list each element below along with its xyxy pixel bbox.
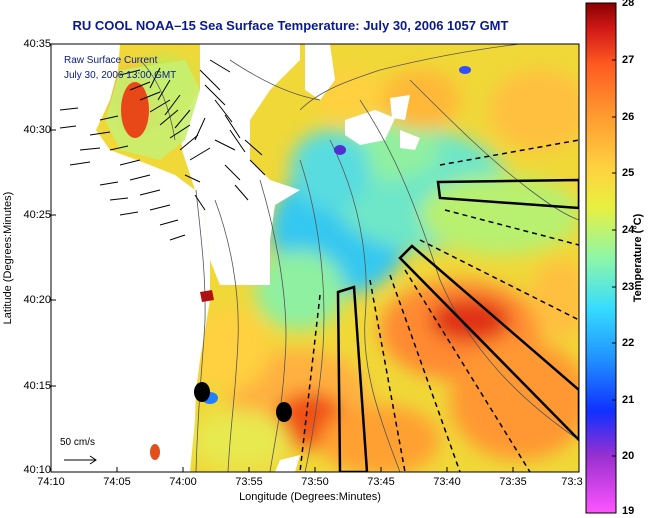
sst-field bbox=[118, 60, 579, 472]
y-tick-label: 40:35 bbox=[23, 38, 51, 50]
x-tick-label: 73:50 bbox=[301, 476, 329, 488]
y-tick-label: 40:25 bbox=[23, 209, 51, 221]
colorbar-tick-label: 20 bbox=[622, 450, 635, 462]
colorbar-tick-label: 28 bbox=[622, 0, 635, 9]
x-tick-label: 73:3 bbox=[561, 476, 583, 488]
colorbar-tick-label: 26 bbox=[622, 111, 635, 123]
y-axis-label: Latitude (Degrees:Minutes) bbox=[2, 191, 14, 325]
transect-boxes bbox=[336, 178, 579, 472]
y-tick-label: 40:10 bbox=[23, 464, 51, 476]
current-vectors bbox=[59, 59, 266, 241]
x-tick-label: 74:10 bbox=[37, 476, 65, 488]
station-marker bbox=[276, 402, 292, 422]
colorbar-tick-label: 27 bbox=[622, 54, 635, 66]
legend-line-2: July 30, 2006 13:00 GMT bbox=[64, 70, 177, 81]
legend-line-1: Raw Surface Current bbox=[64, 55, 158, 66]
colorbar-ticks bbox=[612, 59, 616, 457]
colorbar-label: Temperature (°C) bbox=[632, 213, 644, 303]
x-tick-label: 73:35 bbox=[499, 476, 527, 488]
map-title: RU COOL NOAA–15 Sea Surface Temperature:… bbox=[72, 18, 509, 33]
colorbar-tick-label: 24 bbox=[622, 224, 635, 236]
y-tick-label: 40:15 bbox=[23, 380, 51, 392]
colorbar-tick-label: 21 bbox=[622, 394, 635, 406]
colorbar bbox=[586, 3, 616, 513]
axis-ticks bbox=[50, 43, 514, 473]
colorbar-tick-label: 22 bbox=[622, 337, 635, 349]
bathymetry-contours bbox=[139, 44, 579, 472]
colorbar-tick-label: 19 bbox=[622, 505, 635, 517]
y-tick-label: 40:20 bbox=[23, 294, 51, 306]
x-tick-label: 74:05 bbox=[103, 476, 131, 488]
x-axis-label: Longitude (Degrees:Minutes) bbox=[239, 491, 381, 503]
x-tick-label: 73:45 bbox=[367, 476, 395, 488]
colorbar-tick-label: 23 bbox=[622, 281, 635, 293]
station-marker bbox=[194, 382, 210, 402]
x-tick-label: 73:40 bbox=[433, 476, 461, 488]
y-tick-label: 40:30 bbox=[23, 124, 51, 136]
land-mask bbox=[51, 44, 420, 472]
colorbar-tick-label: 25 bbox=[622, 167, 635, 179]
scale-label: 50 cm/s bbox=[60, 437, 96, 448]
transect-rays bbox=[299, 139, 579, 472]
x-tick-label: 73:55 bbox=[235, 476, 263, 488]
x-tick-label: 74:00 bbox=[169, 476, 197, 488]
scale-arrow bbox=[64, 455, 97, 465]
